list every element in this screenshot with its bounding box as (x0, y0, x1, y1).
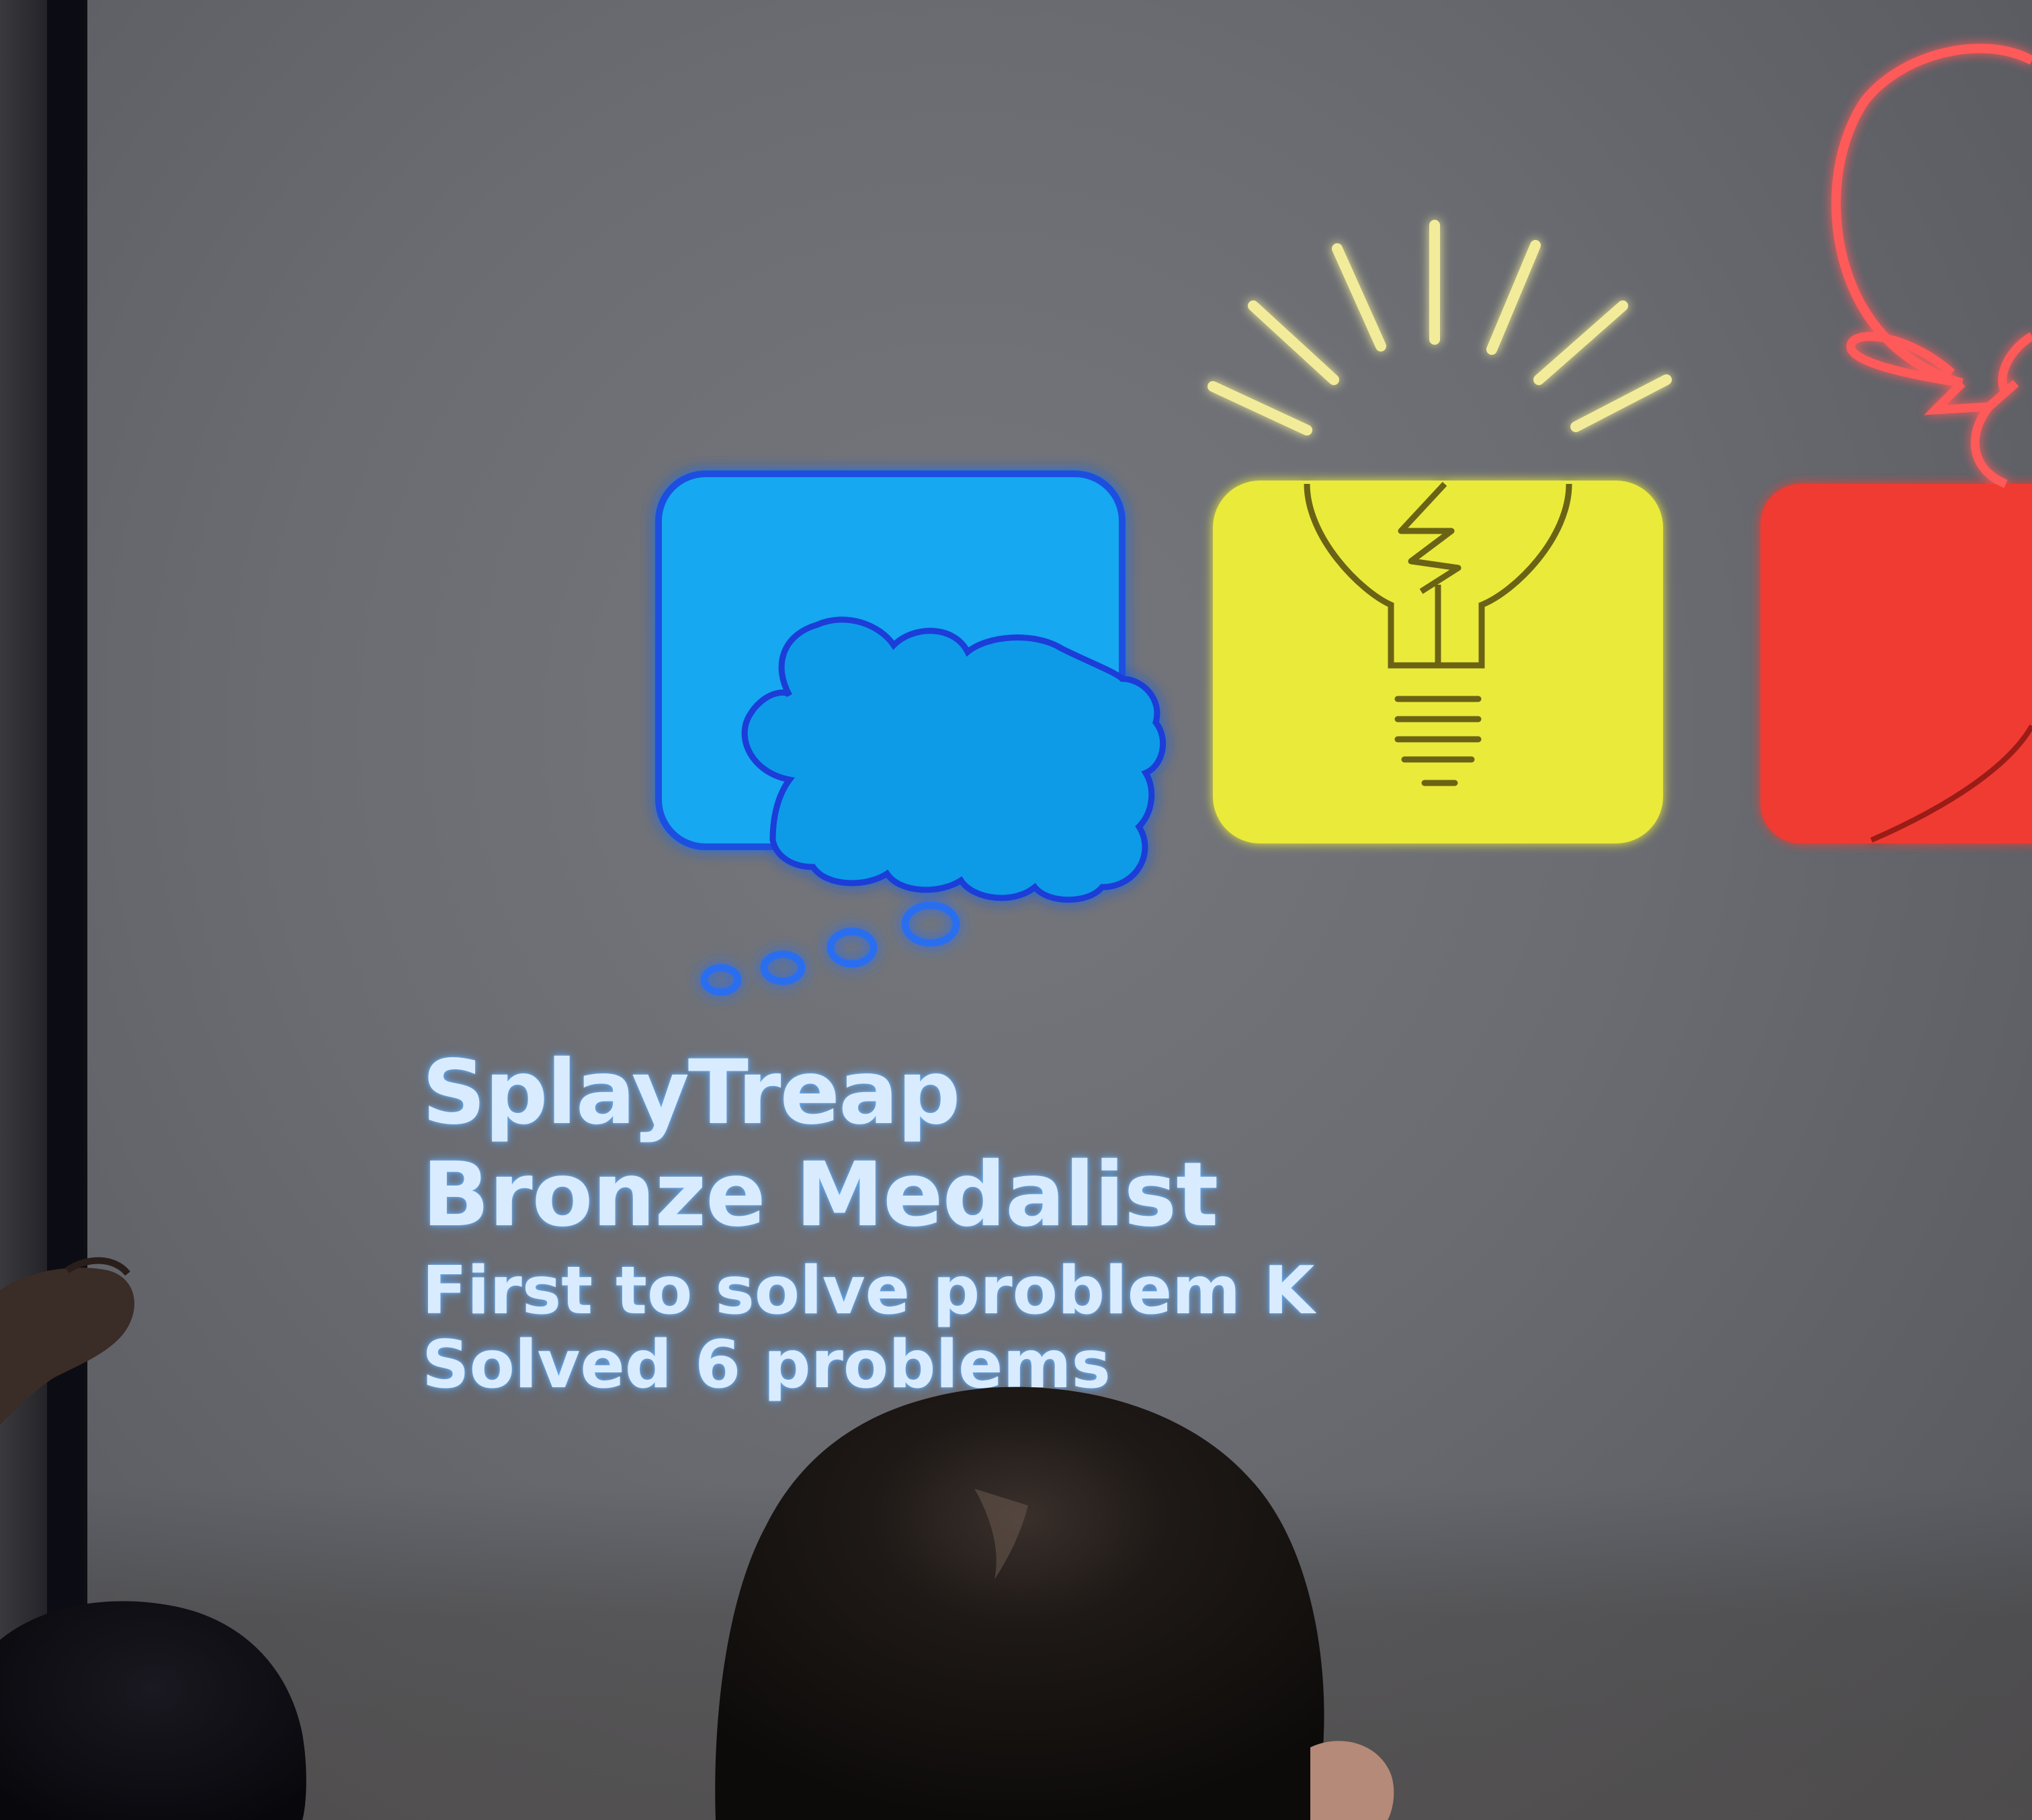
award-title: Bronze Medalist (422, 1143, 1218, 1247)
award-caption: SplayTreap Bronze Medalist First to solv… (422, 1048, 1314, 1406)
audience-head (715, 1387, 1394, 1820)
thought-bubble-icon (655, 470, 1167, 996)
team-name: SplayTreap (422, 1041, 961, 1145)
first-solve-text: First to solve problem K (422, 1253, 1315, 1329)
audience-head-left (0, 1601, 306, 1820)
solved-count-text: Solved 6 problems (422, 1327, 1111, 1403)
balloon-icon (1761, 44, 2032, 843)
lightbulb-icon (1208, 220, 1672, 843)
audience-hand (0, 1257, 134, 1425)
